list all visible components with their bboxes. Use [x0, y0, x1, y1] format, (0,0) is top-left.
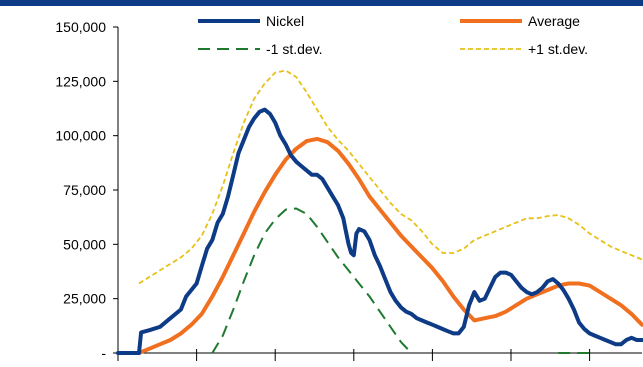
series-line-1-st-dev: [138, 69, 643, 285]
axes: - 25,000 50,000 75,000 100,000 125,000 150,000: [55, 19, 642, 361]
y-tick-label: 150,000: [55, 19, 106, 35]
legend-label: Average: [528, 13, 580, 29]
y-tick-label: 100,000: [55, 128, 106, 144]
legend-label: -1 st.dev.: [266, 41, 323, 57]
y-tick-label: 50,000: [63, 236, 106, 252]
series-layer: [116, 69, 643, 355]
series-line-1-st-dev: [211, 207, 413, 354]
series-line-average: [137, 136, 643, 355]
y-tick-label: 75,000: [63, 182, 106, 198]
y-tick-label: 125,000: [55, 73, 106, 89]
legend-item-average: Average: [460, 13, 580, 29]
legend-item-1-st-dev: -1 st.dev.: [198, 41, 323, 57]
legend: Nickel Average -1 st.dev. +1 st.dev.: [198, 13, 588, 57]
series-line-nickel: [116, 107, 643, 355]
legend-label: +1 st.dev.: [528, 41, 588, 57]
y-tick-label: 25,000: [63, 291, 106, 307]
legend-label: Nickel: [266, 13, 304, 29]
top-banner-strip: [0, 0, 643, 6]
legend-item-1-st-dev: +1 st.dev.: [460, 41, 588, 57]
legend-item-nickel: Nickel: [198, 13, 304, 29]
y-tick-label: -: [101, 345, 106, 361]
